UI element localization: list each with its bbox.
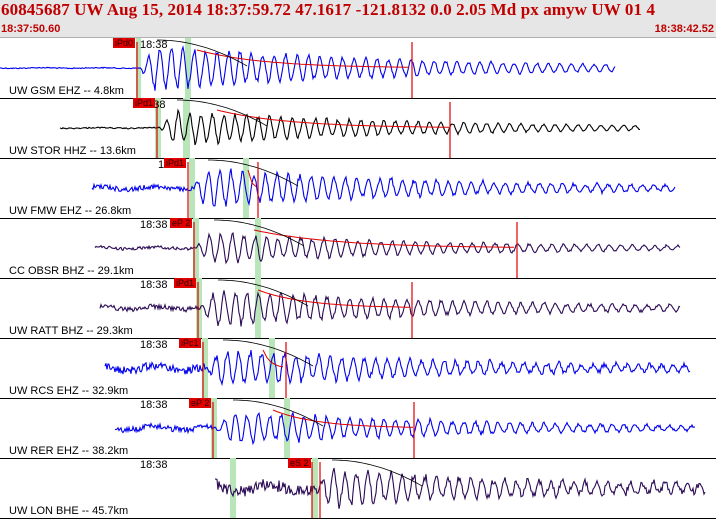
trace-panel[interactable]: 18:38 eP 2 CC OBSR BHZ -- 29.1km [0, 218, 716, 279]
travel-time-curve [218, 279, 309, 307]
waveform-line [59, 108, 640, 146]
station-label: UW RER EHZ -- 38.2km [9, 445, 129, 457]
travel-time-curve [233, 399, 324, 427]
waveform-trace [215, 458, 706, 518]
waveform-trace [91, 158, 676, 218]
waveform-trace [0, 38, 616, 98]
phase-pick-label[interactable]: iPc1 [179, 338, 201, 348]
station-label: UW FMW EHZ -- 26.8km [9, 205, 132, 217]
phase-pick-label[interactable]: iPd1 [164, 158, 187, 168]
coda-decay-curve [262, 349, 284, 368]
event-header: 60845687 UW Aug 15, 2014 18:37:59.72 47.… [0, 0, 716, 38]
time-tick-label: 18:38 [140, 219, 168, 231]
waveform-trace [114, 398, 696, 458]
station-label: UW RCS EHZ -- 32.9km [9, 385, 129, 397]
phase-pick-label[interactable]: eP 2 [170, 218, 193, 228]
trace-panel[interactable]: 18:38 iPc1 UW RCS EHZ -- 32.9km [0, 338, 716, 399]
time-tick-label: 18:38 [140, 399, 168, 411]
station-label: UW GSM EHZ -- 4.8km [9, 85, 124, 97]
event-title: 60845687 UW Aug 15, 2014 18:37:59.72 47.… [1, 0, 656, 19]
phase-window-band [185, 38, 191, 98]
coda-decay-curve [272, 409, 413, 428]
travel-time-curve [223, 339, 314, 367]
waveform-line [104, 350, 691, 387]
waveform-trace [59, 98, 640, 158]
phase-pick-label[interactable]: iPd1 [133, 98, 156, 108]
phase-pick-label[interactable]: eP 2 [189, 398, 212, 408]
start-time-label: 18:37:50.60 [1, 23, 61, 35]
phase-pick-label[interactable]: iPd0 [113, 38, 136, 48]
coda-decay-curve [253, 229, 514, 248]
phase-window-band [284, 398, 290, 458]
waveform-line [215, 467, 706, 509]
time-tick-label: 18:38 [140, 279, 168, 291]
trace-panel[interactable]: 18:38 eS 2 UW LON BHE -- 45.7km [0, 458, 716, 519]
waveform-trace [104, 338, 691, 398]
travel-time-curve [208, 159, 299, 187]
phase-window-band [255, 278, 261, 338]
waveform-line [114, 411, 696, 446]
phase-window-band [269, 338, 275, 398]
trace-panel[interactable]: 18:38 iPd0 UW GSM EHZ -- 4.8km [0, 38, 716, 99]
station-label: UW STOR HHZ -- 13.6km [9, 145, 136, 157]
station-label: UW LON BHE -- 45.7km [9, 505, 129, 517]
time-tick-label: 18:38 [140, 39, 168, 51]
trace-panel[interactable]: 18:38 iPd1 UW RATT BHZ -- 29.3km [0, 278, 716, 339]
waveform-line [99, 290, 681, 327]
coda-decay-curve [247, 169, 257, 187]
station-label: UW RATT BHZ -- 29.3km [9, 325, 133, 337]
seismogram-panels: 18:38 iPd0 UW GSM EHZ -- 4.8km 18:38 iPd1 UW … [0, 38, 716, 519]
time-tick-label: 18:38 [140, 459, 168, 471]
trace-panel[interactable]: 18:38 eP 2 UW RER EHZ -- 38.2km [0, 398, 716, 459]
waveform-trace [99, 278, 681, 338]
travel-time-curve [157, 39, 248, 67]
phase-pick-label[interactable]: eS 2 [288, 458, 311, 468]
coda-decay-curve [216, 109, 450, 128]
waveform-line [0, 45, 616, 91]
travel-time-curve [332, 459, 423, 487]
coda-decay-curve [257, 289, 410, 308]
waveform-trace [94, 218, 681, 278]
coda-decay-curve [196, 49, 409, 68]
travel-time-curve [177, 99, 268, 127]
time-tick-label: 18:38 [140, 339, 168, 351]
waveform-line [94, 231, 681, 265]
waveform-line [91, 168, 676, 207]
phase-window-band [230, 458, 236, 518]
phase-pick-label[interactable]: iPd1 [174, 278, 197, 288]
station-label: CC OBSR BHZ -- 29.1km [9, 265, 134, 277]
travel-time-curve [214, 219, 305, 247]
end-time-label: 18:38:42.52 [654, 23, 714, 35]
